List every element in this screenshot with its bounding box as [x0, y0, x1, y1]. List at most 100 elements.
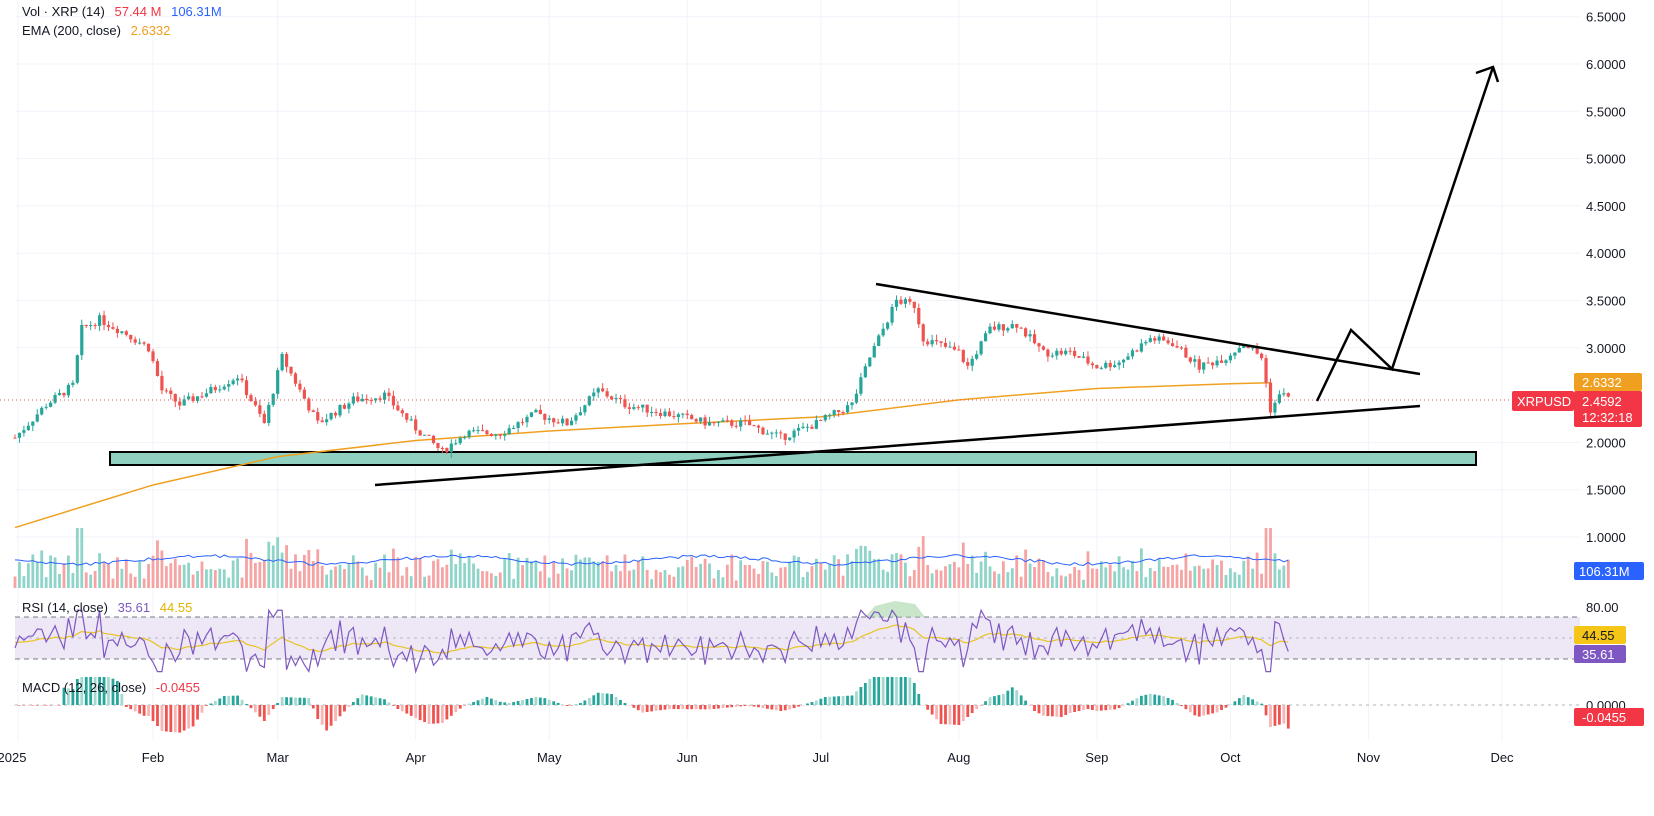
macd-bar — [338, 705, 342, 717]
projection-arrow-icon — [1475, 65, 1500, 83]
candle — [872, 346, 876, 358]
volume-bar — [383, 554, 386, 588]
candle — [707, 422, 712, 426]
time-tick-label: Aug — [947, 750, 970, 765]
macd-legend[interactable]: MACD (12, 26, close) -0.0455 — [22, 680, 206, 695]
volume-bar — [721, 577, 725, 588]
candle — [961, 350, 965, 363]
candle — [828, 414, 832, 416]
volume-bar — [1269, 528, 1272, 588]
candle — [654, 412, 658, 414]
candle — [182, 399, 186, 406]
candle — [788, 437, 792, 440]
macd-bar — [325, 705, 329, 731]
volume-bar — [908, 576, 912, 588]
descending-trendline[interactable] — [875, 282, 1421, 376]
symbol-tag: XRPUSD — [1512, 391, 1574, 411]
candle — [387, 392, 391, 396]
candle — [142, 342, 146, 344]
volume-bar — [271, 545, 275, 588]
candle — [276, 370, 280, 394]
candle — [1211, 362, 1215, 366]
volume-ma-legend-value: 106.31M — [171, 4, 222, 19]
volume-bar — [619, 571, 622, 588]
volume-bar — [374, 562, 378, 588]
macd-bar — [1024, 700, 1028, 705]
candle — [983, 333, 988, 342]
macd-bar — [1277, 705, 1281, 725]
volume-bar — [472, 563, 475, 588]
ascending-trendline[interactable] — [374, 404, 1421, 487]
volume-bar — [427, 575, 431, 588]
candle — [934, 340, 939, 342]
volume-bar — [859, 545, 863, 588]
macd-bar — [672, 705, 676, 710]
volume-bar — [378, 567, 382, 588]
volume-bar — [498, 572, 502, 588]
ema-legend[interactable]: EMA (200, close) 2.6332 — [22, 23, 176, 38]
macd-bar — [503, 702, 507, 705]
volume-bar — [1251, 568, 1255, 588]
macd-bar — [1251, 699, 1255, 705]
volume-bar — [712, 578, 716, 588]
macd-bar — [819, 698, 823, 705]
price-axis[interactable]: 6.5000 6.0000 5.5000 5.0000 4.5000 4.0000 3.50… — [1586, 10, 1626, 545]
volume-bar — [587, 557, 591, 588]
volume-bar — [1082, 579, 1085, 588]
volume-bar — [1006, 572, 1010, 588]
volume-bar — [107, 564, 110, 588]
candle — [240, 378, 244, 381]
volume-bar — [53, 557, 57, 588]
volume-legend[interactable]: Vol · XRP (14) 57.44 M 106.31M — [22, 4, 228, 19]
macd-bar — [676, 705, 680, 710]
candle — [111, 327, 115, 329]
macd-bar — [1042, 705, 1045, 716]
macd-bar — [151, 705, 155, 721]
candle — [89, 325, 93, 327]
volume-bar — [521, 565, 524, 588]
macd-bar — [245, 703, 248, 705]
macd-bar — [579, 703, 582, 705]
candle — [1251, 347, 1255, 349]
volume-bar — [93, 570, 97, 588]
candle — [418, 430, 422, 436]
macd-bar — [481, 698, 484, 705]
time-axis[interactable]: 2025 Feb Mar Apr May Jun Jul Aug Sep Oct Nov Dec — [0, 750, 1514, 765]
price-tick-label: 6.5000 — [1586, 10, 1626, 25]
volume-bar — [151, 555, 155, 588]
candle — [569, 420, 574, 426]
volume-bar — [561, 558, 565, 588]
macd-bar — [614, 697, 618, 705]
candle — [681, 413, 685, 415]
volume-bar — [512, 578, 516, 588]
macd-bar — [979, 705, 983, 706]
macd-bar — [124, 705, 128, 707]
candle — [1193, 359, 1197, 362]
volume-bar — [316, 549, 320, 588]
volume-bar — [904, 562, 907, 588]
candle — [200, 396, 204, 398]
candle — [422, 434, 427, 436]
candle — [561, 418, 565, 424]
candle — [894, 299, 899, 307]
candle — [796, 427, 801, 431]
macd-bar — [779, 705, 783, 711]
macd-bar — [22, 705, 26, 706]
macd-bar — [280, 697, 284, 705]
projection-path[interactable] — [1315, 66, 1495, 402]
candle — [512, 427, 516, 429]
macd-bar — [1166, 698, 1170, 705]
macd-bar — [222, 696, 226, 705]
volume-bar — [1126, 569, 1130, 588]
candle — [997, 324, 1001, 330]
volume-bar — [325, 574, 329, 588]
macd-bar — [966, 705, 970, 717]
macd-bar — [766, 705, 769, 709]
rsi-legend[interactable]: RSI (14, close) 35.61 44.55 — [22, 600, 198, 615]
macd-bar — [249, 705, 253, 709]
volume-bar — [222, 569, 226, 588]
macd-bar — [187, 705, 191, 729]
volume-bar — [1108, 564, 1112, 588]
volume-bar — [200, 561, 204, 588]
